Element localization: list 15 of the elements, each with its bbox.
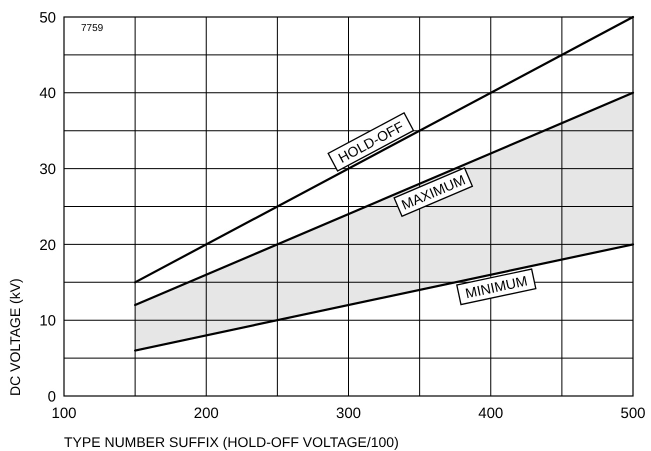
y-axis-title: DC VOLTAGE (kV) xyxy=(7,278,23,396)
x-tick-label: 100 xyxy=(51,405,77,422)
x-tick-label: 300 xyxy=(336,405,362,422)
x-tick-label: 500 xyxy=(620,405,646,422)
y-tick-label: 50 xyxy=(39,9,56,26)
x-tick-label: 400 xyxy=(478,405,504,422)
y-tick-label: 10 xyxy=(39,312,56,330)
y-tick-label: 30 xyxy=(39,161,56,178)
y-tick-label: 40 xyxy=(39,85,56,102)
annotation: 7759 xyxy=(81,23,104,34)
y-tick-label: 0 xyxy=(48,388,56,406)
text: MINIMUM xyxy=(464,272,529,302)
y-tick-label: 20 xyxy=(39,236,56,254)
x-axis-title: TYPE NUMBER SUFFIX (HOLD-OFF VOLTAGE/100) xyxy=(64,434,399,450)
x-tick-label: 200 xyxy=(194,405,219,422)
